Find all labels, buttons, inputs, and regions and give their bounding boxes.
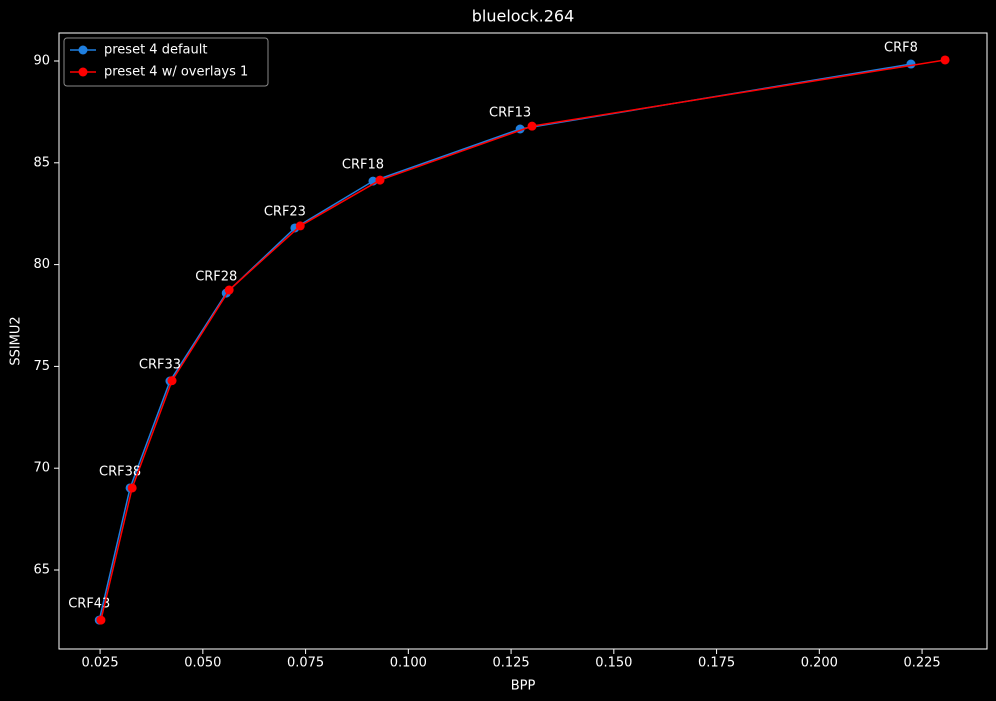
legend-label: preset 4 default: [104, 43, 207, 58]
x-tick-label: 0.175: [698, 656, 735, 671]
x-tick-label: 0.025: [81, 656, 118, 671]
legend-label: preset 4 w/ overlays 1: [104, 65, 248, 80]
legend-box: [63, 37, 269, 87]
y-tick-label: 90: [33, 53, 50, 68]
x-tick-label: 0.150: [595, 656, 632, 671]
series-line: [98, 63, 912, 621]
x-axis-label: BPP: [511, 679, 536, 694]
point-label: CRF43: [68, 597, 110, 612]
y-axis-label: SSIMU2: [9, 316, 24, 365]
y-tick-label: 75: [33, 359, 50, 374]
x-tick-label: 0.050: [184, 656, 221, 671]
point: [127, 483, 137, 493]
point: [295, 221, 305, 231]
x-tick-label: 0.125: [492, 656, 529, 671]
y-tick-label: 65: [33, 563, 50, 578]
point-label: CRF8: [884, 41, 918, 56]
legend-marker: [78, 45, 88, 55]
point: [167, 376, 177, 386]
x-tick-label: 0.225: [903, 656, 940, 671]
x-tick-label: 0.075: [287, 656, 324, 671]
point-label: CRF13: [489, 105, 531, 120]
x-tick-label: 0.100: [390, 656, 427, 671]
point-label: CRF28: [195, 270, 237, 285]
point: [527, 121, 537, 131]
legend-marker: [78, 67, 88, 77]
point-label: CRF33: [139, 358, 181, 373]
point: [906, 59, 916, 69]
y-tick-label: 80: [33, 257, 50, 272]
plot-frame: [58, 32, 988, 650]
point-label: CRF18: [342, 158, 384, 173]
y-tick-label: 85: [33, 155, 50, 170]
chart-title: bluelock.264: [472, 7, 575, 26]
point: [375, 175, 385, 185]
y-tick-label: 70: [33, 461, 50, 476]
point: [96, 615, 106, 625]
point-label: CRF23: [264, 204, 306, 219]
series-line: [100, 59, 946, 621]
point: [940, 55, 950, 65]
point: [224, 285, 234, 295]
x-tick-label: 0.200: [801, 656, 838, 671]
point-label: CRF38: [99, 464, 141, 479]
